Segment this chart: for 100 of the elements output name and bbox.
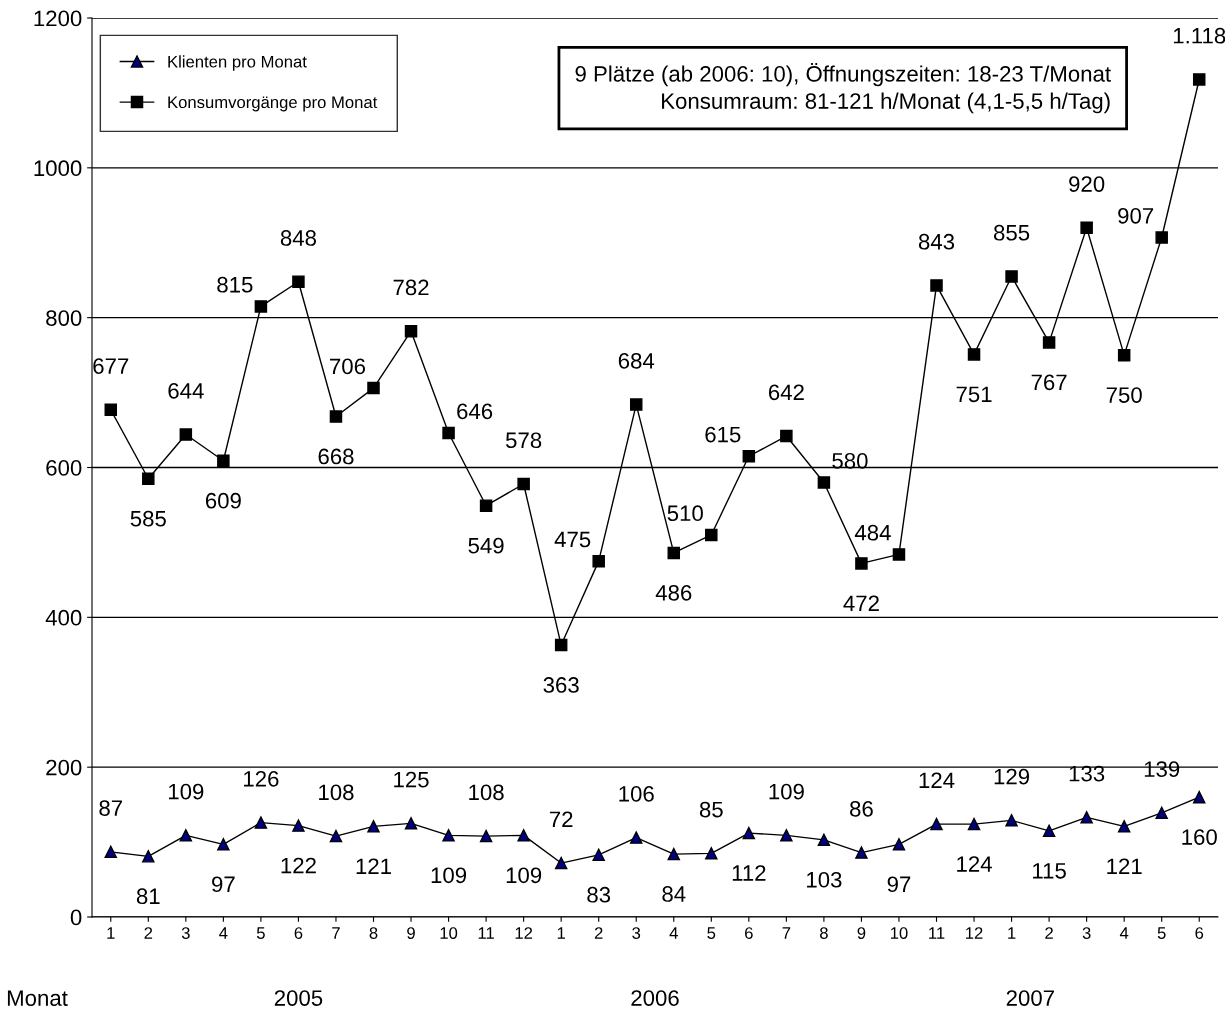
x-tick-label: 1: [107, 927, 115, 939]
data-label: 486: [655, 584, 692, 601]
data-label: 855: [994, 224, 1030, 241]
data-label: 472: [843, 595, 879, 611]
data-label: 83: [587, 886, 611, 903]
data-label: 510: [667, 505, 703, 522]
point: [329, 829, 343, 843]
point: [442, 426, 455, 440]
data-label: 668: [318, 448, 354, 465]
point: [742, 826, 756, 840]
point: [817, 833, 831, 847]
data-label: 363: [543, 677, 579, 693]
x-tick-label: 3: [632, 927, 641, 939]
y-tick-label: 1200: [34, 10, 82, 27]
point: [1192, 790, 1206, 804]
x-tick-label: 7: [782, 927, 791, 939]
point: [517, 829, 530, 842]
y-tick-label: 200: [46, 759, 82, 776]
data-label: 84: [662, 886, 686, 902]
x-tick-label: 7: [332, 927, 340, 939]
x-tick-label: 9: [407, 927, 415, 939]
data-label: 86: [850, 800, 873, 817]
x-tick-label: 3: [1082, 927, 1091, 939]
data-label: 121: [1107, 858, 1142, 874]
data-label: 750: [1106, 387, 1142, 403]
x-tick-label: 11: [929, 927, 945, 939]
point: [479, 829, 493, 843]
point: [817, 476, 831, 489]
data-label: 475: [554, 531, 591, 548]
text: 2007: [1006, 990, 1054, 1006]
point: [142, 850, 155, 863]
point: [629, 831, 643, 844]
x-tick-label: 12: [966, 927, 983, 939]
data-label: 125: [394, 771, 429, 788]
data-label: 109: [431, 867, 467, 884]
data-label: 160: [1182, 829, 1217, 845]
data-label: 121: [356, 858, 391, 874]
data-label: 122: [281, 857, 316, 874]
point: [930, 279, 943, 292]
point: [629, 398, 643, 411]
data-label: 124: [957, 856, 992, 872]
data-label: 484: [854, 524, 891, 541]
legend-label: Klienten pro Monat: [168, 55, 307, 71]
x-tick-label: 9: [857, 927, 866, 939]
data-label: 843: [918, 233, 955, 250]
data-label: 642: [768, 384, 804, 401]
data-label: 97: [212, 876, 235, 893]
point: [1155, 806, 1168, 820]
point: [705, 847, 718, 860]
x-tick-label: 8: [369, 927, 378, 939]
data-label: 109: [168, 783, 204, 800]
data-label: 109: [506, 867, 542, 884]
x-tick-label: 12: [515, 927, 533, 939]
x-tick-label: 1: [1008, 927, 1016, 939]
point: [104, 845, 118, 859]
data-label: 103: [807, 871, 842, 888]
point: [967, 817, 981, 831]
x-tick-label: 4: [1119, 927, 1129, 939]
data-label: 72: [549, 811, 573, 827]
point: [1042, 824, 1056, 838]
point: [217, 838, 230, 851]
data-label: 767: [1031, 374, 1067, 391]
point: [142, 472, 155, 485]
data-label: 133: [1069, 765, 1105, 782]
x-tick-label: 6: [1195, 927, 1204, 939]
data-label: 115: [1033, 863, 1066, 879]
data-label: 644: [168, 382, 204, 399]
point: [742, 450, 756, 463]
point: [1042, 336, 1056, 349]
point: [1005, 814, 1018, 827]
point: [592, 848, 605, 862]
point: [292, 819, 305, 832]
point: [780, 829, 793, 842]
point: [1155, 231, 1168, 244]
data-label: 126: [244, 771, 279, 787]
point: [554, 856, 568, 870]
y-tick-label: 400: [45, 609, 82, 626]
point: [967, 348, 981, 361]
text: 2006: [631, 990, 679, 1006]
point: [367, 381, 380, 395]
point: [254, 816, 268, 829]
data-label: 85: [699, 801, 723, 818]
point: [780, 429, 793, 443]
annotation: 9 Plätze (ab 2006: 10), Öffnungszeiten: 18-23 T/Monat Konsumraum: 81-121 h/Monat (4,1-5,5 h/Tag): [575, 62, 1111, 114]
data-label: 907: [1118, 207, 1154, 224]
data-label: 109: [769, 783, 804, 800]
x-tick-label: 8: [819, 927, 828, 939]
text: Monat: [7, 990, 68, 1006]
data-label: 106: [619, 785, 654, 802]
data-label: 97: [887, 876, 911, 893]
y-tick-label: 1000: [34, 160, 82, 177]
data-label: 920: [1069, 176, 1105, 192]
y-tick-label: 0: [70, 909, 82, 926]
data-label: 108: [469, 784, 504, 801]
x-tick-label: 5: [256, 927, 265, 939]
data-label: 112: [732, 865, 766, 881]
point: [329, 410, 343, 423]
point: [1117, 348, 1131, 362]
point: [1005, 270, 1018, 283]
data-label: 848: [280, 230, 317, 246]
